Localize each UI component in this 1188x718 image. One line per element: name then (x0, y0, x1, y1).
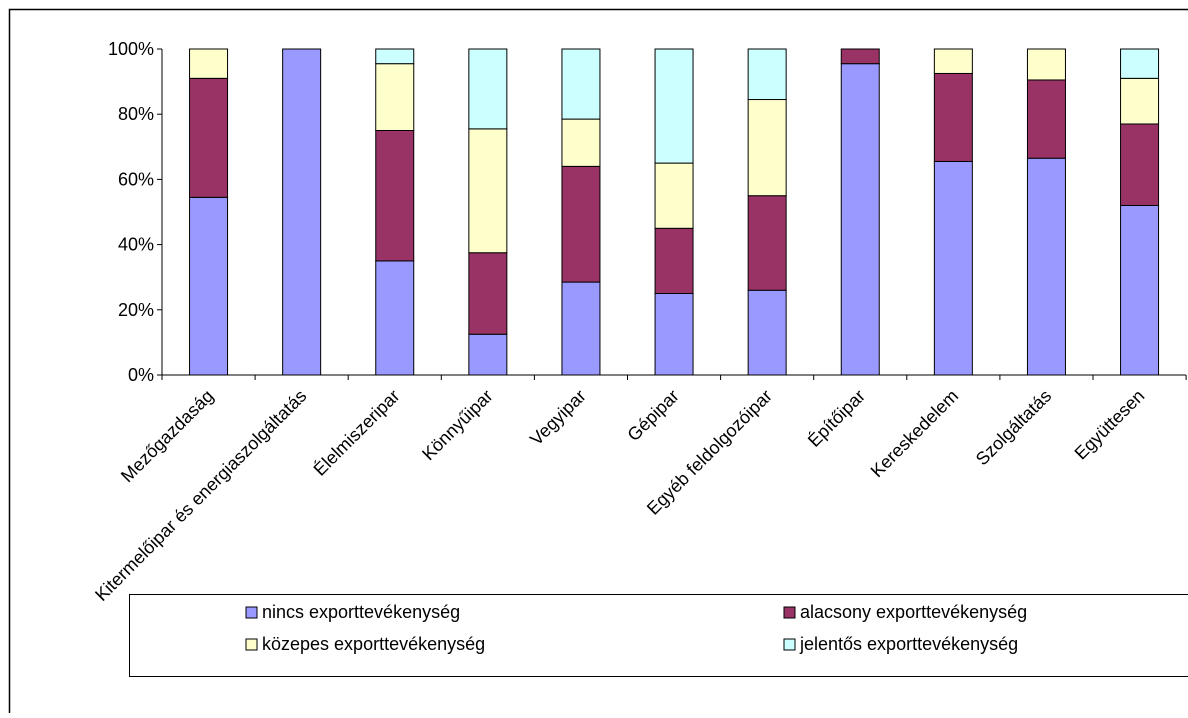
bar-segment-2-cat-8 (841, 49, 879, 64)
bar-segment-3-cat-1 (190, 49, 228, 78)
bar-segment-3-cat-7 (748, 100, 786, 196)
bar-segment-3-cat-11 (1121, 78, 1159, 124)
y-tick-label: 60% (118, 169, 154, 189)
bar-segment-1-cat-5 (562, 282, 600, 375)
bar-segment-4-cat-7 (748, 49, 786, 100)
y-tick-label: 40% (118, 235, 154, 255)
bar-segment-2-cat-6 (655, 228, 693, 293)
y-tick-label: 100% (108, 39, 154, 59)
legend-swatch (246, 607, 257, 618)
legend-label: alacsony exporttevékenység (800, 602, 1027, 622)
y-tick-label: 0% (128, 365, 154, 385)
bar-segment-3-cat-5 (562, 119, 600, 166)
bar-segment-4-cat-4 (469, 49, 507, 129)
bar-segment-2-cat-11 (1121, 124, 1159, 206)
legend-label: nincs exporttevékenység (262, 602, 460, 622)
bar-segment-3-cat-9 (934, 49, 972, 73)
legend-swatch (784, 607, 795, 618)
legend-swatch (784, 639, 795, 650)
bar-segment-1-cat-1 (190, 197, 228, 375)
legend: nincs exporttevékenység alacsony exportte… (130, 595, 1188, 677)
bar-segment-3-cat-10 (1027, 49, 1065, 80)
y-tick-label: 80% (118, 104, 154, 124)
legend-swatch (246, 639, 257, 650)
legend-label: jelentős exporttevékenység (799, 634, 1018, 654)
bar-segment-1-cat-9 (934, 161, 972, 375)
bar-segment-4-cat-5 (562, 49, 600, 119)
y-tick-label: 20% (118, 300, 154, 320)
bar-segment-3-cat-3 (376, 64, 414, 131)
bar-segment-1-cat-10 (1027, 158, 1065, 375)
bar-segment-3-cat-6 (655, 163, 693, 228)
bar-segment-2-cat-4 (469, 253, 507, 335)
bar-segment-1-cat-4 (469, 334, 507, 375)
bar-segment-2-cat-1 (190, 78, 228, 197)
bar-segment-4-cat-6 (655, 49, 693, 163)
bar-segment-1-cat-3 (376, 261, 414, 375)
bar-segment-2-cat-9 (934, 73, 972, 161)
bar-segment-2-cat-7 (748, 196, 786, 291)
bar-segment-4-cat-11 (1121, 49, 1159, 78)
bar-segment-1-cat-7 (748, 290, 786, 375)
bar-segment-1-cat-2 (283, 49, 321, 375)
bar-segment-2-cat-10 (1027, 80, 1065, 158)
bar-segment-1-cat-11 (1121, 205, 1159, 375)
bar-segment-1-cat-8 (841, 64, 879, 375)
bar-segment-2-cat-5 (562, 166, 600, 282)
bar-segment-4-cat-3 (376, 49, 414, 64)
legend-label: közepes exporttevékenység (262, 634, 485, 654)
bar-segment-2-cat-3 (376, 131, 414, 261)
bar-segment-3-cat-4 (469, 129, 507, 253)
bar-segment-1-cat-6 (655, 294, 693, 376)
